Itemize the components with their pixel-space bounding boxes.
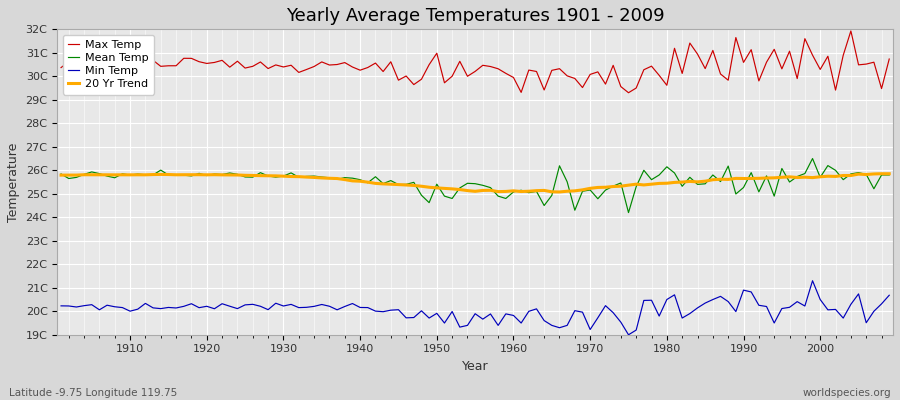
20 Yr Trend [500, 189, 511, 194]
Min Temp [500, 312, 511, 316]
Mean Temp [600, 188, 611, 192]
Max Temp [884, 57, 895, 62]
Title: Yearly Average Temperatures 1901 - 2009: Yearly Average Temperatures 1901 - 2009 [286, 7, 664, 25]
Legend: Max Temp, Mean Temp, Min Temp, 20 Yr Trend: Max Temp, Mean Temp, Min Temp, 20 Yr Tre… [63, 35, 154, 95]
Line: Min Temp: Min Temp [61, 281, 889, 335]
20 Yr Trend [877, 171, 887, 176]
Min Temp [285, 302, 296, 307]
Min Temp [332, 307, 343, 312]
Min Temp [623, 332, 634, 337]
Max Temp [500, 71, 511, 76]
Max Temp [508, 75, 519, 80]
Max Temp [845, 28, 856, 33]
Text: Latitude -9.75 Longitude 119.75: Latitude -9.75 Longitude 119.75 [9, 388, 177, 398]
Min Temp [884, 293, 895, 298]
Mean Temp [56, 172, 67, 176]
20 Yr Trend [285, 174, 296, 179]
Max Temp [117, 58, 128, 63]
Mean Temp [807, 156, 818, 161]
Line: Mean Temp: Mean Temp [61, 158, 889, 212]
X-axis label: Year: Year [462, 360, 489, 373]
Min Temp [56, 304, 67, 308]
20 Yr Trend [508, 188, 519, 193]
Mean Temp [117, 171, 128, 176]
Mean Temp [508, 190, 519, 194]
Text: worldspecies.org: worldspecies.org [803, 388, 891, 398]
Max Temp [285, 63, 296, 68]
Y-axis label: Temperature: Temperature [7, 142, 20, 222]
Min Temp [508, 313, 519, 318]
Mean Temp [500, 196, 511, 201]
20 Yr Trend [117, 172, 128, 177]
Min Temp [807, 278, 818, 283]
Line: 20 Yr Trend: 20 Yr Trend [61, 174, 889, 192]
Min Temp [600, 303, 611, 308]
Max Temp [56, 65, 67, 70]
Mean Temp [285, 170, 296, 175]
Max Temp [623, 90, 634, 95]
20 Yr Trend [554, 190, 565, 194]
Line: Max Temp: Max Temp [61, 31, 889, 93]
20 Yr Trend [56, 173, 67, 178]
Mean Temp [332, 177, 343, 182]
20 Yr Trend [884, 171, 895, 176]
Min Temp [117, 305, 128, 310]
20 Yr Trend [332, 176, 343, 181]
20 Yr Trend [608, 184, 618, 189]
Max Temp [332, 62, 343, 67]
Mean Temp [623, 210, 634, 215]
Max Temp [600, 82, 611, 86]
Mean Temp [884, 172, 895, 177]
